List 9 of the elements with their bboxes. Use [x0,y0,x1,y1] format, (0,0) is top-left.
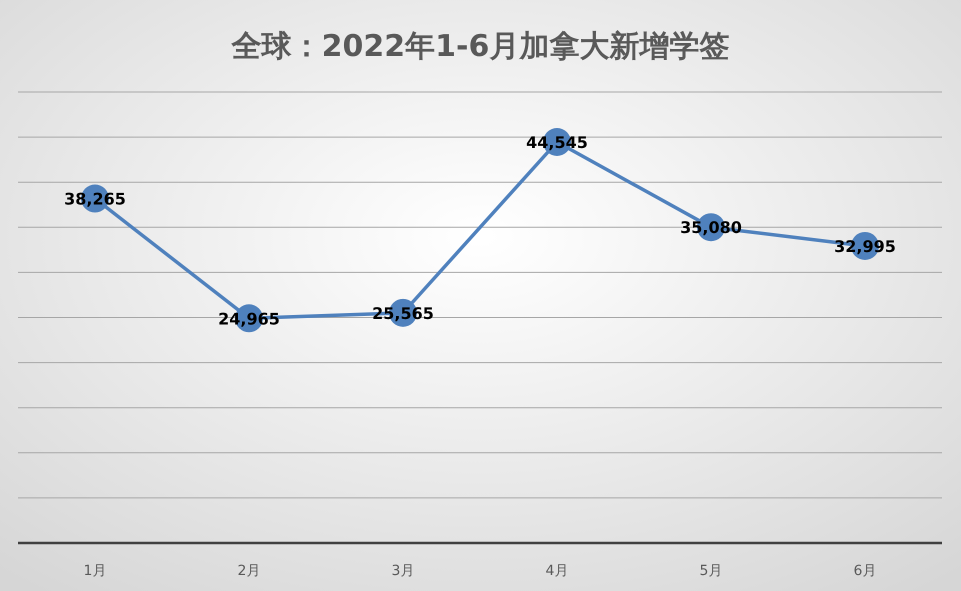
x-tick-label: 6月 [854,563,876,579]
x-tick-label: 2月 [238,563,260,579]
title: 全球：2022年1-6月加拿大新增学签 [232,29,730,64]
x-tick-label: 5月 [700,563,722,579]
x-tick-label: 4月 [546,563,568,579]
data-label: 24,965 [218,309,280,328]
data-label: 25,565 [372,304,434,323]
x-tick-label: 3月 [392,563,414,579]
x-tick-label: 1月 [84,563,106,579]
